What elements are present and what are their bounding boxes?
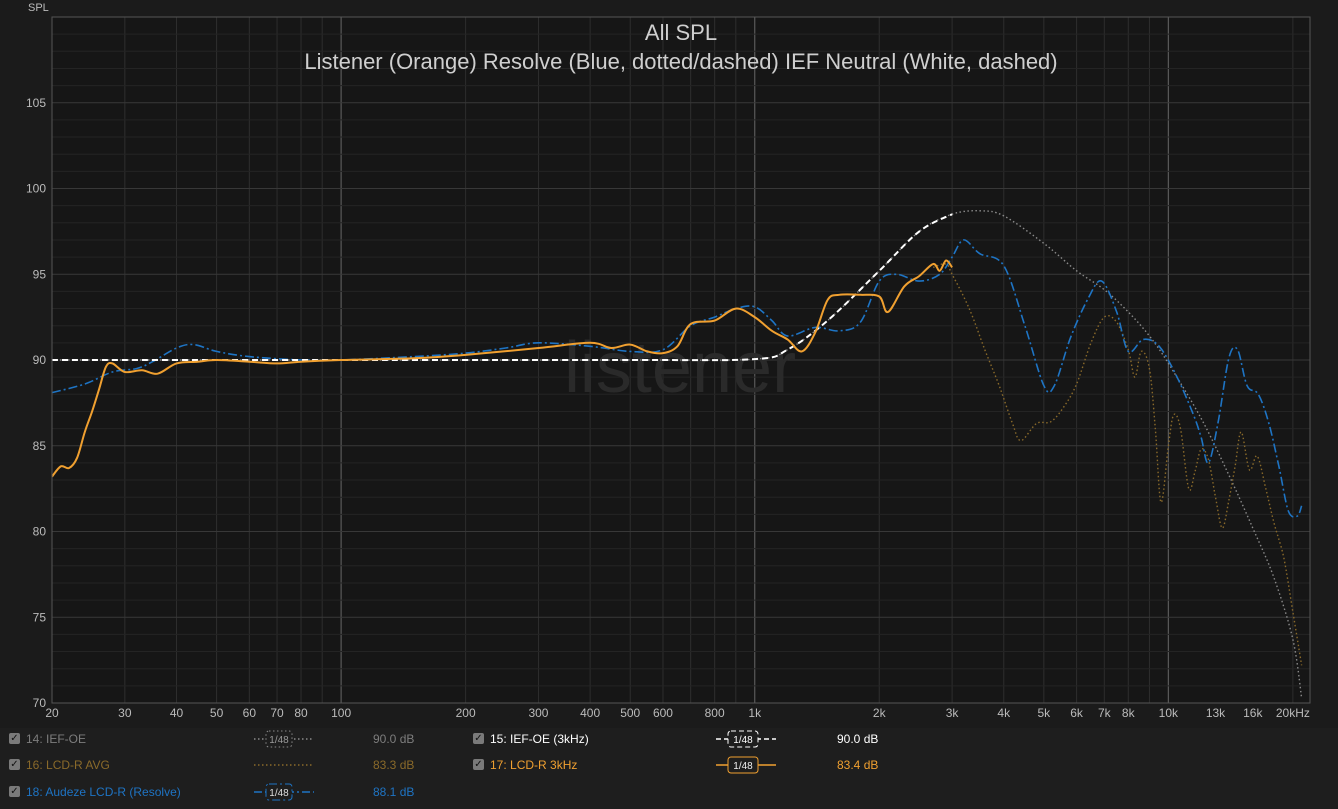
legend-checkbox[interactable]: ✓ — [9, 733, 20, 744]
y-tick-label: 95 — [33, 267, 47, 281]
legend-line-sample: 1/48 — [254, 730, 314, 748]
legend-checkbox[interactable]: ✓ — [473, 759, 484, 770]
x-tick-label: 500 — [620, 706, 640, 720]
x-tick-label: 2k — [873, 706, 887, 720]
x-tick-label: 10k — [1159, 706, 1179, 720]
x-tick-label: 7k — [1098, 706, 1112, 720]
y-axis-ticks: 70 75 80 85 90 95 100 105 — [26, 96, 46, 710]
x-tick-label: 20kHz — [1276, 706, 1310, 720]
legend-checkbox[interactable]: ✓ — [473, 733, 484, 744]
y-tick-label: 100 — [26, 182, 46, 196]
x-tick-label: 60 — [243, 706, 257, 720]
legend-panel: ✓ 14: IEF-OE 1/48 90.0 dB ✓ 16: LCD-R AV… — [0, 728, 1338, 809]
legend-line-sample: 1/48 — [254, 783, 314, 801]
x-tick-label: 400 — [580, 706, 600, 720]
x-tick-label: 600 — [653, 706, 673, 720]
x-tick-label: 80 — [294, 706, 308, 720]
y-tick-label: 70 — [33, 696, 47, 710]
x-tick-label: 1k — [748, 706, 762, 720]
x-tick-label: 4k — [997, 706, 1011, 720]
y-axis-label: SPL — [28, 2, 49, 14]
x-tick-label: 800 — [705, 706, 725, 720]
x-tick-label: 16k — [1243, 706, 1263, 720]
x-tick-label: 5k — [1038, 706, 1052, 720]
legend-row-lcd-r-3khz[interactable]: ✓ 17: LCD-R 3kHz 1/48 83.4 dB — [473, 754, 933, 776]
x-tick-label: 20 — [45, 706, 59, 720]
legend-row-lcd-r-avg[interactable]: ✓ 16: LCD-R AVG 83.3 dB — [9, 754, 469, 776]
legend-label: 18: Audeze LCD-R (Resolve) — [26, 785, 181, 799]
series-line-4 — [51, 259, 953, 478]
series-line-1 — [932, 263, 1303, 666]
legend-value: 88.1 dB — [373, 785, 415, 799]
legend-label: 16: LCD-R AVG — [26, 758, 110, 772]
x-tick-label: 6k — [1070, 706, 1084, 720]
legend-row-ief-oe-3khz[interactable]: ✓ 15: IEF-OE (3kHz) 1/48 90.0 dB — [473, 728, 933, 750]
watermark: listener — [564, 328, 796, 408]
legend-row-ief-oe[interactable]: ✓ 14: IEF-OE 1/48 90.0 dB — [9, 728, 469, 750]
x-tick-label: 30 — [118, 706, 132, 720]
legend-line-sample: 1/48 — [716, 756, 776, 774]
legend-label: 15: IEF-OE (3kHz) — [490, 732, 589, 746]
legend-label: 14: IEF-OE — [26, 732, 87, 746]
x-tick-label: 100 — [331, 706, 351, 720]
y-tick-label: 80 — [33, 525, 47, 539]
series-line-0 — [52, 210, 1303, 698]
chart-title: All SPL — [645, 20, 717, 45]
legend-value: 90.0 dB — [373, 732, 415, 746]
chart-subtitle: Listener (Orange) Resolve (Blue, dotted/… — [304, 49, 1057, 74]
x-tick-label: 13k — [1206, 706, 1226, 720]
smoothing-label: 1/48 — [733, 761, 753, 772]
series-group — [51, 210, 1303, 698]
smoothing-label: 1/48 — [269, 735, 289, 746]
legend-value: 83.4 dB — [837, 758, 879, 772]
smoothing-label: 1/48 — [269, 788, 289, 799]
plot-border — [51, 16, 1311, 704]
legend-row-audeze-lcd-r[interactable]: ✓ 18: Audeze LCD-R (Resolve) 1/48 88.1 d… — [9, 781, 469, 803]
y-tick-label: 90 — [33, 353, 47, 367]
smoothing-label: 1/48 — [733, 735, 753, 746]
x-tick-label: 50 — [210, 706, 224, 720]
legend-label: 17: LCD-R 3kHz — [490, 758, 578, 772]
x-tick-label: 8k — [1122, 706, 1136, 720]
legend-line-sample: 1/48 — [716, 730, 776, 748]
y-tick-label: 105 — [26, 96, 46, 110]
y-tick-label: 85 — [33, 439, 47, 453]
x-tick-label: 300 — [528, 706, 548, 720]
legend-checkbox[interactable]: ✓ — [9, 759, 20, 770]
legend-value: 83.3 dB — [373, 758, 415, 772]
legend-checkbox[interactable]: ✓ — [9, 786, 20, 797]
y-tick-label: 75 — [33, 610, 47, 624]
x-tick-label: 70 — [270, 706, 284, 720]
x-tick-label: 200 — [456, 706, 476, 720]
x-tick-label: 40 — [170, 706, 184, 720]
legend-value: 90.0 dB — [837, 732, 879, 746]
x-tick-label: 3k — [946, 706, 960, 720]
x-axis-ticks: 20 30 40 50 60 70 80 100 200 300 400 500 600 800 1k 2k 3… — [45, 706, 1310, 720]
spl-chart: listener 20 30 40 50 60 70 80 100 200 300 400 500 60… — [26, 2, 1311, 720]
legend-line-sample — [254, 764, 314, 766]
